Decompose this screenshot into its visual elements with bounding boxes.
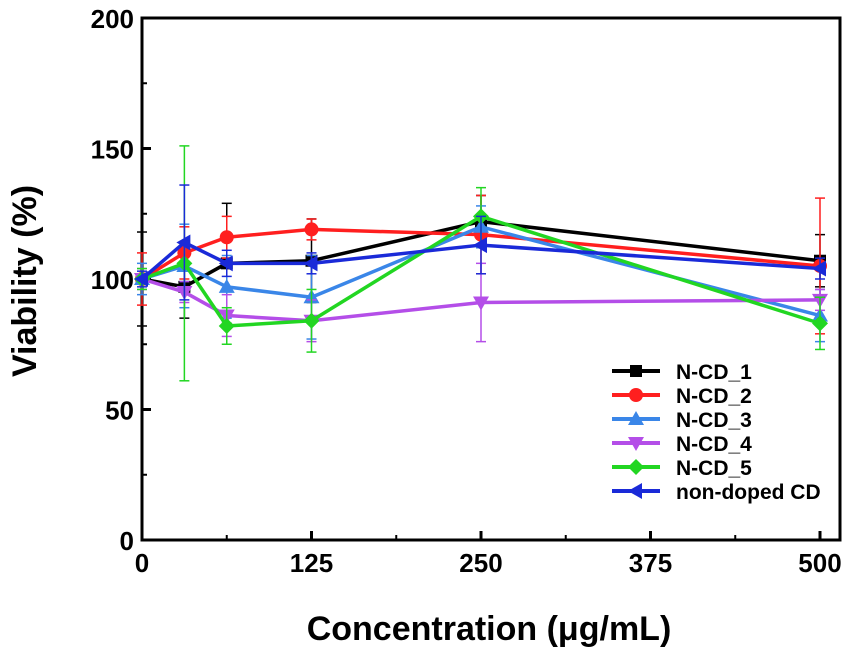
data-point: [304, 222, 319, 237]
legend-entry: N-CD_3: [612, 409, 752, 432]
legend-marker: [628, 411, 644, 425]
data-point: [218, 278, 235, 293]
data-point: [218, 255, 233, 272]
legend-entry: N-CD_1: [612, 361, 752, 384]
series-line: [141, 225, 821, 318]
series-n-cd-4: [134, 262, 828, 343]
data-point: [473, 237, 487, 254]
legend-entry: N-CD_2: [612, 385, 752, 408]
data-point: [812, 315, 828, 332]
y-tick-label: 200: [91, 4, 134, 34]
data-point: [176, 234, 191, 251]
legend-marker: [629, 388, 643, 402]
legend-marker: [628, 483, 642, 499]
data-point: [303, 255, 318, 272]
legend-entry: N-CD_4: [612, 433, 752, 456]
legend-label: N-CD_4: [676, 433, 752, 456]
legend-label: N-CD_2: [676, 385, 752, 408]
x-tick-label: 250: [459, 548, 502, 578]
data-point: [303, 312, 320, 329]
data-point: [812, 260, 826, 277]
x-tick-label: 125: [290, 548, 333, 578]
x-tick-label: 375: [629, 548, 672, 578]
series-non-doped-cd: [134, 184, 826, 301]
data-point: [219, 230, 234, 245]
series-n-cd-5: [134, 145, 828, 382]
data-point: [134, 271, 148, 287]
y-tick-label: 0: [120, 526, 134, 556]
y-tick-label: 100: [91, 265, 134, 295]
legend-entry: non-doped CD: [612, 481, 821, 504]
series-line: [141, 214, 821, 328]
legend-marker: [630, 365, 642, 377]
legend-label: N-CD_3: [676, 409, 752, 432]
y-tick-label: 50: [105, 396, 134, 426]
y-axis-label: Viability (%): [6, 185, 44, 377]
x-tick-label: 0: [135, 548, 149, 578]
legend-label: N-CD_1: [676, 361, 752, 384]
series-line: [140, 240, 821, 281]
x-tick-label: 500: [798, 548, 841, 578]
legend-entry: N-CD_5: [612, 457, 752, 480]
legend-label: non-doped CD: [676, 481, 821, 504]
legend-marker: [628, 437, 644, 451]
series-line: [141, 277, 821, 323]
legend-label: N-CD_5: [676, 457, 752, 480]
legend-marker: [628, 459, 644, 475]
y-tick-label: 150: [91, 135, 134, 165]
data-point: [473, 296, 489, 311]
data-point: [218, 317, 235, 334]
x-axis-label: Concentration (μg/mL): [307, 610, 672, 648]
